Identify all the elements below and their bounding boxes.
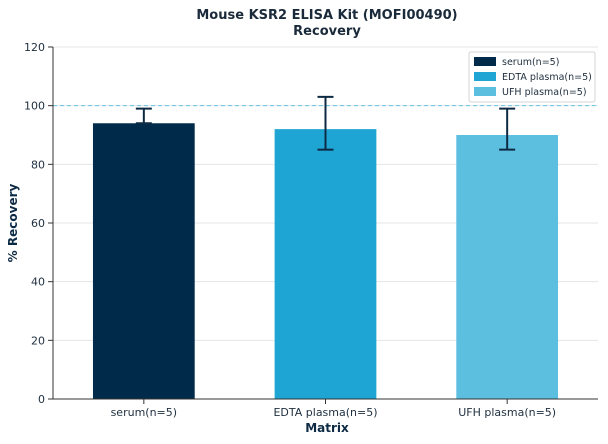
legend: serum(n=5) EDTA plasma(n=5) UFH plasma(n=5… [468, 51, 596, 103]
chart-title: Mouse KSR2 ELISA Kit (MOFI00490) [196, 8, 457, 23]
y-axis-label: % Recovery [6, 184, 20, 263]
legend-swatch [474, 87, 496, 96]
legend-box [468, 51, 596, 103]
x-axis-label: Matrix [305, 421, 349, 435]
y-tick-label: 100 [24, 100, 45, 113]
bar-2 [274, 129, 377, 399]
legend-label: serum(n=5) [502, 57, 559, 68]
legend-label: EDTA plasma(n=5) [502, 72, 592, 83]
x-tick-label: serum(n=5) [111, 406, 177, 419]
bars [92, 123, 559, 400]
y-tick-label: 120 [24, 41, 45, 54]
chart-subtitle: Recovery [293, 24, 361, 39]
axes [52, 47, 598, 400]
bar-1 [92, 123, 195, 400]
x-tick-labels: serum(n=5) EDTA plasma(n=5) UFH plasma(n=5… [111, 406, 557, 419]
y-tick-label: 0 [38, 393, 45, 406]
y-tick-label: 60 [31, 217, 45, 230]
legend-label: UFH plasma(n=5) [502, 87, 587, 98]
y-tick-label: 40 [31, 276, 45, 289]
bar-3 [456, 135, 559, 399]
legend-swatch [474, 57, 496, 66]
x-tick-label: EDTA plasma(n=5) [273, 406, 377, 419]
legend-swatch [474, 72, 496, 81]
y-tick-label: 80 [31, 158, 45, 171]
y-tick-labels: 0 20 40 60 80 100 120 [24, 41, 45, 406]
error-bars [135, 95, 516, 404]
x-tick-label: UFH plasma(n=5) [458, 406, 556, 419]
y-tick-label: 20 [31, 334, 45, 347]
